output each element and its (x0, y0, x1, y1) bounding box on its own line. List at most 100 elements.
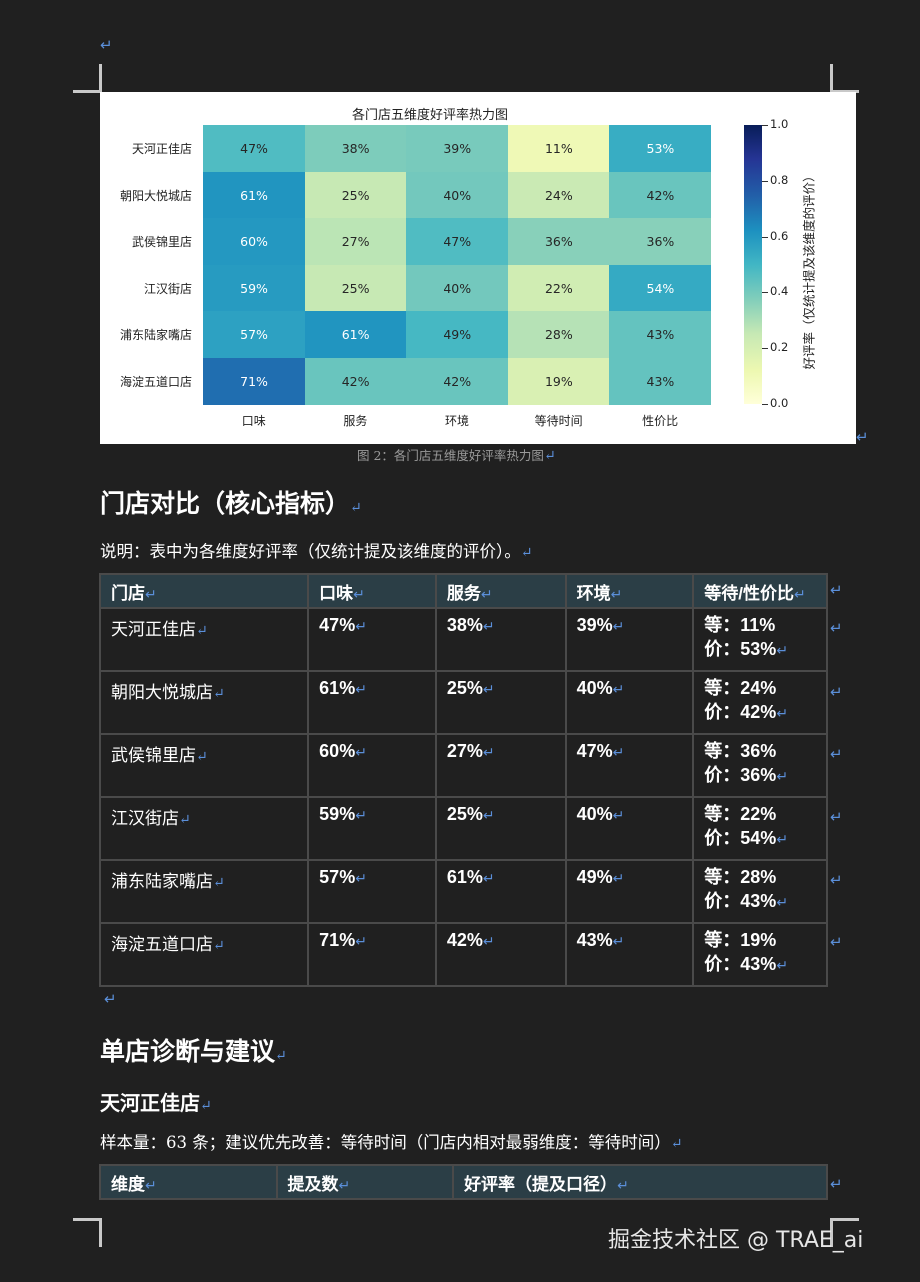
heatmap-column-label: 服务 (343, 414, 368, 428)
paragraph-mark: ↵ (830, 581, 843, 599)
wait-value-cell: 等：22% 价：54%↵ (692, 796, 828, 861)
paragraph-mark: ↵ (100, 36, 113, 54)
heatmap-cell: 27% (304, 218, 407, 265)
paragraph-mark: ↵ (830, 871, 843, 889)
heatmap-cell: 42% (304, 357, 407, 405)
page-corner-bottom-left (73, 1218, 102, 1247)
figure-caption-text: 图 2：各门店五维度好评率热力图 (357, 448, 544, 463)
paragraph-mark: ↵ (830, 619, 843, 637)
paragraph-mark: ↵ (830, 745, 843, 763)
column-header: 维度↵ (99, 1164, 278, 1200)
heatmap-row-label: 江汉街店 (143, 281, 192, 296)
wait-value-cell: 等：24% 价：42%↵ (692, 670, 828, 735)
store-name-cell: 浦东陆家嘴店↵ (98, 859, 310, 924)
heatmap-row-label: 朝阳大悦城店 (119, 188, 192, 203)
paragraph-mark: ↵ (350, 500, 362, 516)
heatmap-cell: 22% (507, 264, 610, 312)
heatmap-cell: 25% (304, 264, 407, 312)
paragraph-mark: ↵ (104, 990, 117, 1008)
store-name-cell: 朝阳大悦城店↵ (98, 670, 310, 735)
service-cell: 27%↵ (434, 733, 567, 798)
paragraph-mark: ↵ (830, 933, 843, 951)
table-note: 说明：表中为各维度好评率（仅统计提及该维度的评价）。↵ (100, 538, 532, 562)
heatmap-cell: 47% (406, 218, 509, 265)
table-row: 天河正佳店↵ 47%↵ 38%↵ 39%↵ 等：11% 价：53%↵ (98, 607, 828, 672)
heatmap-cell: 53% (609, 125, 712, 172)
colorbar-tick-label: 0.8 (770, 172, 789, 187)
store-heading: 天河正佳店↵ (100, 1087, 212, 1116)
colorbar-tick (762, 236, 768, 238)
environment-cell: 43%↵ (564, 922, 695, 987)
colorbar (744, 125, 762, 404)
table-row: 海淀五道口店↵ 71%↵ 42%↵ 43%↵ 等：19% 价：43%↵ (98, 922, 828, 987)
column-header: 好评率（提及口径）↵ (452, 1164, 828, 1200)
page-corner-top-left (73, 64, 102, 93)
store-heading-text: 天河正佳店 (100, 1091, 200, 1115)
store-name-cell: 武侯锦里店↵ (98, 733, 310, 798)
store-summary: 样本量：63 条；建议优先改善：等待时间（门店内相对最弱维度：等待时间）↵ (100, 1129, 682, 1153)
store-name-cell: 江汉街店↵ (98, 796, 310, 861)
service-cell: 61%↵ (434, 859, 567, 924)
environment-cell: 47%↵ (564, 733, 695, 798)
heatmap-column-label: 口味 (241, 414, 266, 428)
taste-cell: 60%↵ (307, 733, 437, 798)
taste-cell: 47%↵ (307, 607, 437, 672)
store-name-cell: 天河正佳店↵ (98, 607, 310, 672)
heatmap-cell: 43% (609, 311, 712, 358)
heatmap-cell: 43% (609, 357, 712, 405)
colorbar-tick-label: 1.0 (770, 117, 789, 131)
colorbar-tick (762, 404, 768, 405)
heatmap-figure: 各门店五维度好评率热力图 天河正佳店 47% 38% 39% 11% 53% 朝阳大悦城店 6… (100, 92, 856, 444)
heatmap-row-label: 浦东陆家嘴店 (119, 328, 192, 343)
paragraph-mark: ↵ (830, 683, 843, 701)
heatmap-cell: 36% (609, 218, 712, 265)
paragraph-mark: ↵ (830, 808, 843, 826)
table-row: 武侯锦里店↵ 60%↵ 27%↵ 47%↵ 等：36% 价：36%↵ (98, 733, 828, 798)
heatmap-cell: 71% (203, 357, 306, 405)
heatmap-column-label: 环境 (444, 414, 469, 428)
paragraph-mark: ↵ (670, 1136, 683, 1152)
store-comparison-table: 门店↵ 口味↵ 服务↵ 环境↵ 等待/性价比↵ 天河正佳店↵ 47%↵ 38%↵ 39… (98, 573, 828, 987)
watermark: 掘金技术社区 @ TRAE_ai (608, 1228, 864, 1253)
heatmap-cell: 38% (304, 125, 407, 172)
table-row: 朝阳大悦城店↵ 61%↵ 25%↵ 40%↵ 等：24% 价：42%↵ (98, 670, 828, 735)
column-header: 环境↵ (564, 573, 695, 609)
heatmap-row-label: 海淀五道口店 (119, 374, 192, 389)
figure-caption: 图 2：各门店五维度好评率热力图↵ (357, 445, 556, 464)
page-corner-top-right (830, 64, 859, 93)
heatmap-cell: 60% (203, 218, 306, 265)
wait-value-cell: 等：11% 价：53%↵ (692, 607, 828, 672)
store-summary-text: 样本量：63 条；建议优先改善：等待时间（门店内相对最弱维度：等待时间） (100, 1133, 671, 1152)
heatmap-column-label: 性价比 (642, 414, 679, 428)
heatmap-column-label: 等待时间 (534, 414, 583, 428)
colorbar-tick (762, 180, 768, 182)
paragraph-mark: ↵ (856, 428, 869, 446)
heatmap-cell: 42% (609, 171, 712, 219)
colorbar-tick-label: 0.6 (770, 228, 789, 243)
taste-cell: 61%↵ (307, 670, 437, 735)
section-heading: 单店诊断与建议↵ (100, 1032, 287, 1068)
taste-cell: 71%↵ (307, 922, 437, 987)
service-cell: 25%↵ (434, 670, 567, 735)
heatmap-cell: 54% (609, 264, 712, 312)
heatmap-cell: 24% (507, 171, 610, 219)
service-cell: 25%↵ (434, 796, 567, 861)
heatmap-cell: 59% (203, 264, 306, 312)
heatmap-cell: 28% (507, 311, 610, 358)
taste-cell: 59%↵ (307, 796, 437, 861)
colorbar-tick (762, 292, 768, 294)
column-header: 门店↵ (98, 573, 310, 609)
table-row: 浦东陆家嘴店↵ 57%↵ 61%↵ 49%↵ 等：28% 价：43%↵ (98, 859, 828, 924)
heatmap-cell: 39% (406, 125, 509, 172)
paragraph-mark: ↵ (830, 1175, 843, 1193)
colorbar-tick (762, 348, 768, 350)
environment-cell: 39%↵ (564, 607, 695, 672)
environment-cell: 40%↵ (564, 670, 695, 735)
heatmap-cell: 36% (507, 218, 610, 265)
heatmap-cell: 25% (304, 171, 407, 219)
paragraph-mark: ↵ (275, 1048, 287, 1064)
wait-value-cell: 等：36% 价：36%↵ (692, 733, 828, 798)
colorbar-tick-label: 0.2 (770, 340, 789, 355)
table-note-text: 说明：表中为各维度好评率（仅统计提及该维度的评价）。 (100, 542, 521, 561)
heatmap-cell: 49% (406, 311, 509, 358)
